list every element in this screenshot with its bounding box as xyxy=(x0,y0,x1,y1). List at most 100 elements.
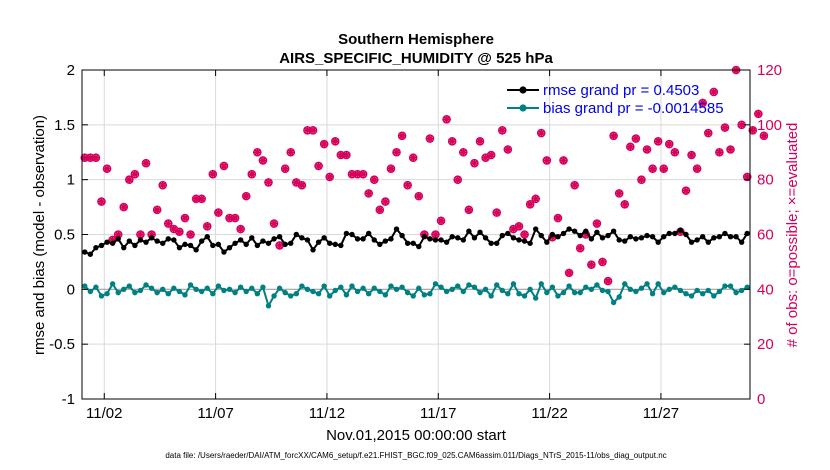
rmse-point xyxy=(571,228,578,234)
obs-evaluated-point xyxy=(503,145,512,154)
rmse-point xyxy=(187,242,194,249)
rmse-point xyxy=(494,240,500,246)
rmse-point xyxy=(449,233,455,240)
bias-point xyxy=(154,289,160,296)
obs-evaluated-point xyxy=(643,145,652,154)
rmse-point xyxy=(349,231,355,238)
obs-evaluated-point xyxy=(659,164,668,173)
obs-evaluated-point xyxy=(136,230,145,239)
obs-evaluated-point xyxy=(375,205,384,214)
bias-point xyxy=(666,286,672,293)
rmse-point xyxy=(299,235,305,241)
bias-point xyxy=(599,287,606,294)
obs-evaluated-point xyxy=(431,230,440,239)
obs-evaluated-point xyxy=(537,129,546,138)
rmse-point xyxy=(699,233,706,240)
bias-point xyxy=(165,291,171,297)
obs-evaluated-point xyxy=(626,142,635,151)
bias-point xyxy=(276,285,283,291)
obs-evaluated-point xyxy=(425,134,434,143)
y-right-tick-label: 100 xyxy=(757,117,782,134)
y-right-tick-label: 0 xyxy=(757,391,765,408)
rmse-point xyxy=(265,240,272,246)
bias-point xyxy=(711,293,717,299)
obs-evaluated-point xyxy=(364,189,373,198)
rmse-point xyxy=(271,236,277,242)
obs-evaluated-point xyxy=(576,244,585,253)
obs-evaluated-point xyxy=(414,192,423,201)
obs-evaluated-point xyxy=(203,222,212,231)
rmse-point xyxy=(399,232,405,239)
bias-point xyxy=(399,284,405,290)
obs-evaluated-point xyxy=(164,219,173,228)
obs-evaluated-point xyxy=(648,164,657,173)
y-tick-label: 1.5 xyxy=(54,117,75,134)
bias-point xyxy=(176,288,183,295)
rmse-point xyxy=(304,237,311,243)
obs-evaluated-point xyxy=(681,186,690,195)
obs-evaluated-point xyxy=(526,200,535,209)
bias-point xyxy=(282,289,288,296)
rmse-point xyxy=(143,239,149,245)
rmse-point xyxy=(599,235,606,241)
bias-point xyxy=(243,288,249,295)
rmse-point xyxy=(165,236,171,242)
obs-layer xyxy=(80,65,769,286)
y-tick-label: -1 xyxy=(62,391,75,408)
y-tick-label: 1 xyxy=(67,172,75,189)
obs-evaluated-point xyxy=(169,225,178,234)
bias-point xyxy=(365,291,372,297)
bias-point xyxy=(649,291,656,297)
y-tick-label: -0.5 xyxy=(49,336,75,353)
bias-point xyxy=(198,288,205,295)
rmse-point xyxy=(176,244,183,251)
bias-point xyxy=(566,283,572,289)
y-right-tick-label: 60 xyxy=(757,227,774,244)
rmse-point xyxy=(471,235,478,241)
bias-point xyxy=(466,282,472,288)
obs-evaluated-point xyxy=(453,175,462,184)
bias-point xyxy=(210,291,216,297)
rmse-point xyxy=(148,235,155,241)
obs-evaluated-point xyxy=(403,181,412,190)
bias-point xyxy=(87,288,94,295)
bias-point xyxy=(616,294,622,300)
rmse-point xyxy=(121,244,127,251)
rmse-point xyxy=(655,239,661,245)
obs-evaluated-point xyxy=(476,137,485,146)
bias-point xyxy=(538,281,544,287)
rmse-point xyxy=(115,236,121,242)
rmse-point xyxy=(293,231,300,238)
rmse-point xyxy=(354,236,361,242)
obs-evaluated-point xyxy=(381,197,390,206)
bias-point xyxy=(327,293,333,299)
obs-evaluated-point xyxy=(542,156,551,165)
rmse-point xyxy=(182,241,188,248)
rmse-point xyxy=(276,233,283,240)
rmse-point xyxy=(288,240,294,246)
rmse-point xyxy=(622,238,628,244)
bias-point xyxy=(699,291,706,297)
rmse-point xyxy=(538,232,544,239)
obs-evaluated-point xyxy=(481,153,490,162)
rmse-point xyxy=(282,241,288,248)
bias-point xyxy=(627,286,634,293)
bias-point xyxy=(705,287,711,294)
rmse-point xyxy=(649,233,656,240)
rmse-point xyxy=(527,240,533,246)
bias-point xyxy=(560,289,567,296)
rmse-point xyxy=(232,240,238,246)
rmse-point xyxy=(427,236,433,242)
rmse-point xyxy=(137,237,144,243)
rmse-point xyxy=(243,241,249,248)
bias-point xyxy=(93,284,99,290)
bias-point xyxy=(727,283,734,289)
rmse-point xyxy=(438,237,444,243)
bias-point xyxy=(527,286,533,293)
bias-point xyxy=(605,288,611,295)
bias-point xyxy=(382,292,389,298)
x-tick-label: 11/07 xyxy=(197,405,233,422)
rmse-point xyxy=(382,238,389,244)
bias-point xyxy=(360,285,366,291)
